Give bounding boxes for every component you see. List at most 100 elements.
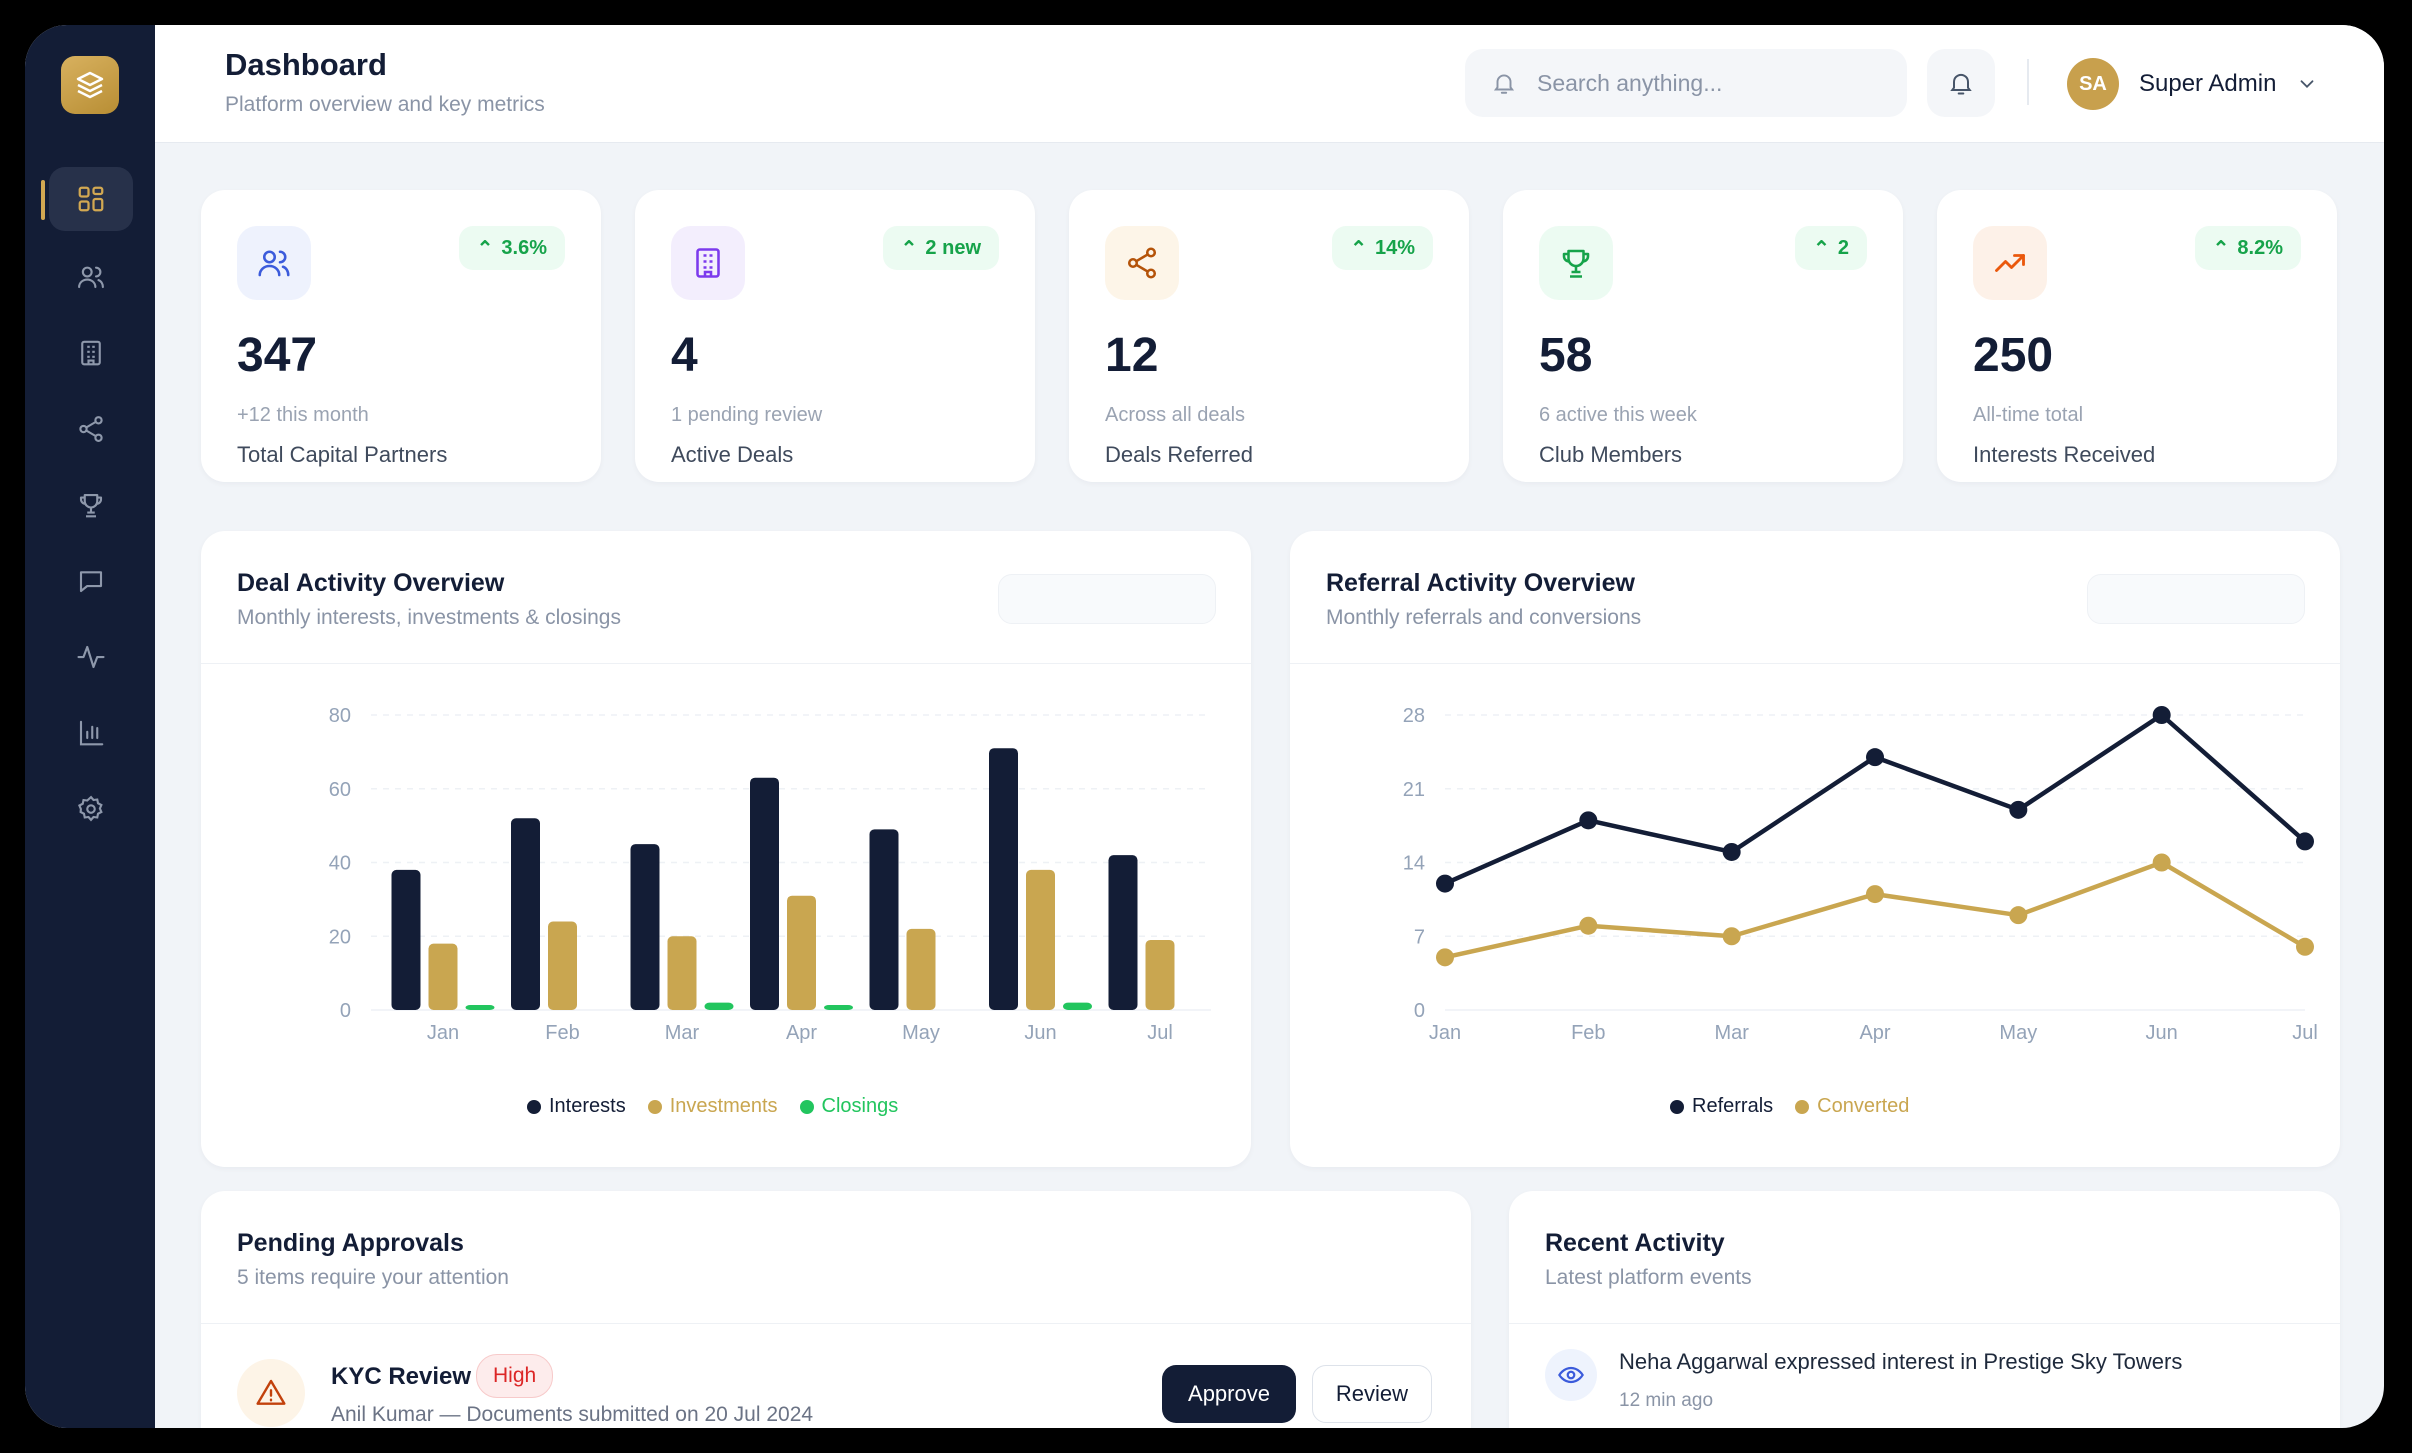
legend-item[interactable]: Interests bbox=[527, 1095, 626, 1118]
activity-text[interactable]: Neha Aggarwal expressed interest in Pres… bbox=[1619, 1349, 2183, 1374]
trend-badge: ⌃ 2 bbox=[1795, 226, 1867, 270]
bar-chart-icon bbox=[79, 720, 104, 746]
search-input[interactable] bbox=[1535, 68, 1879, 98]
stat-label: Interests Received bbox=[1973, 442, 2156, 467]
nav-messages[interactable] bbox=[49, 549, 133, 613]
bar-interests bbox=[630, 844, 660, 1010]
bar-closings bbox=[824, 1005, 853, 1010]
point-converted bbox=[1722, 927, 1741, 946]
legend-item[interactable]: Converted bbox=[1795, 1095, 1909, 1118]
building-icon bbox=[81, 340, 101, 366]
header-divider bbox=[2027, 59, 2029, 105]
y-tick-label: 20 bbox=[329, 926, 351, 948]
x-tick-label: Apr bbox=[786, 1022, 817, 1044]
nav-users[interactable] bbox=[49, 245, 133, 309]
review-button[interactable]: Review bbox=[1312, 1365, 1432, 1423]
notifications-button[interactable] bbox=[1927, 49, 1995, 117]
sidebar bbox=[25, 25, 155, 1428]
trend-badge: ⌃ 14% bbox=[1332, 226, 1433, 270]
bar-investments bbox=[667, 936, 697, 1010]
nav-activity[interactable] bbox=[49, 625, 133, 689]
stat-card-deals-referred[interactable]: ⌃ 14% 12 Across all deals Deals Referred bbox=[1069, 190, 1469, 482]
stat-card-capital-partners[interactable]: ⌃ 3.6% 347 +12 this month Total Capital P… bbox=[201, 190, 601, 482]
trend-value: 3.6% bbox=[501, 236, 547, 259]
nav-club[interactable] bbox=[49, 473, 133, 537]
bar-interests bbox=[750, 777, 779, 1010]
building-icon bbox=[696, 248, 720, 278]
nav-settings[interactable] bbox=[49, 777, 133, 841]
nav-reports[interactable] bbox=[49, 701, 133, 765]
x-tick-label: Jun bbox=[1024, 1022, 1056, 1044]
dashboard-grid-icon bbox=[78, 186, 104, 212]
trophy-icon bbox=[1562, 249, 1590, 278]
warning-icon-wrap bbox=[237, 1359, 305, 1427]
point-converted bbox=[2296, 937, 2314, 956]
stat-note: All-time total bbox=[1973, 404, 2084, 426]
page-title: Dashboard bbox=[225, 47, 387, 82]
y-tick-label: 40 bbox=[329, 853, 351, 875]
legend-item[interactable]: Investments bbox=[647, 1095, 778, 1118]
user-name: Super Admin bbox=[2139, 70, 2277, 97]
stat-icon-wrap bbox=[1973, 226, 2047, 300]
point-referrals bbox=[2009, 800, 2028, 819]
trend-badge: ⌃ 3.6% bbox=[458, 226, 565, 270]
card-subtitle: Monthly interests, investments & closing… bbox=[237, 606, 621, 629]
legend-dot bbox=[647, 1099, 662, 1114]
trend-up-icon: ⌃ bbox=[476, 237, 494, 260]
approve-button[interactable]: Approve bbox=[1162, 1365, 1296, 1423]
stat-card-interests-received[interactable]: ⌃ 8.2% 250 All-time total Interests Recei… bbox=[1937, 190, 2337, 482]
bar-investments bbox=[787, 895, 816, 1010]
trend-up-icon: ⌃ bbox=[1350, 237, 1367, 260]
trend-up-icon: ⌃ bbox=[2212, 237, 2230, 260]
x-tick-label: May bbox=[902, 1022, 940, 1044]
trend-value: 2 bbox=[1837, 236, 1849, 259]
card-title: Pending Approvals bbox=[237, 1229, 464, 1257]
legend-dot bbox=[527, 1099, 541, 1114]
activity-icon bbox=[77, 645, 105, 669]
deal-activity-card: Deal Activity Overview Monthly interests… bbox=[201, 531, 1251, 1167]
card-title: Deal Activity Overview bbox=[237, 569, 505, 597]
x-tick-label: Jul bbox=[2292, 1022, 2318, 1044]
stat-value: 4 bbox=[671, 329, 698, 382]
bar-investments bbox=[428, 943, 458, 1010]
point-converted bbox=[2009, 906, 2028, 925]
referral-activity-card: Referral Activity Overview Monthly refer… bbox=[1290, 531, 2340, 1167]
y-tick-label: 60 bbox=[329, 779, 351, 801]
nav-deals[interactable] bbox=[49, 321, 133, 385]
period-select[interactable] bbox=[2087, 574, 2305, 624]
bell-search-icon bbox=[1493, 74, 1515, 94]
stat-value: 250 bbox=[1973, 329, 2054, 382]
x-tick-label: Feb bbox=[545, 1022, 579, 1044]
point-converted bbox=[2152, 853, 2171, 872]
period-select[interactable] bbox=[998, 574, 1216, 624]
point-referrals bbox=[1722, 842, 1741, 861]
x-tick-label: Jan bbox=[427, 1022, 459, 1044]
legend-dot bbox=[1670, 1099, 1684, 1114]
chart-legend: Interests Investments Closings bbox=[527, 1095, 898, 1118]
nav-dashboard[interactable] bbox=[49, 167, 133, 231]
card-divider bbox=[1290, 663, 2340, 664]
legend-item[interactable]: Closings bbox=[799, 1095, 898, 1118]
user-menu[interactable]: SA Super Admin bbox=[2067, 58, 2318, 110]
stat-label: Active Deals bbox=[671, 442, 794, 467]
app-logo[interactable] bbox=[61, 56, 119, 114]
card-title: Referral Activity Overview bbox=[1326, 569, 1635, 597]
point-converted bbox=[1579, 916, 1598, 935]
point-converted bbox=[1866, 885, 1884, 904]
approval-title: KYC Review bbox=[331, 1363, 472, 1390]
legend-label: Interests bbox=[549, 1095, 626, 1117]
bar-investments bbox=[1145, 939, 1175, 1010]
stat-card-club-members[interactable]: ⌃ 2 58 6 active this week Club Members bbox=[1503, 190, 1903, 482]
y-tick-label: 28 bbox=[1403, 705, 1425, 727]
active-nav-indicator bbox=[41, 180, 45, 220]
point-referrals bbox=[1436, 874, 1454, 893]
recent-activity-card: Recent Activity Latest platform events N… bbox=[1509, 1191, 2340, 1428]
stat-label: Deals Referred bbox=[1105, 442, 1253, 467]
y-tick-label: 21 bbox=[1403, 779, 1425, 801]
x-tick-label: Jan bbox=[1429, 1022, 1461, 1044]
search-box[interactable] bbox=[1465, 49, 1907, 117]
legend-item[interactable]: Referrals bbox=[1670, 1095, 1773, 1118]
nav-referrals[interactable] bbox=[49, 397, 133, 461]
activity-icon-wrap bbox=[1545, 1349, 1597, 1401]
stat-card-active-deals[interactable]: ⌃ 2 new 4 1 pending review Active Deals bbox=[635, 190, 1035, 482]
